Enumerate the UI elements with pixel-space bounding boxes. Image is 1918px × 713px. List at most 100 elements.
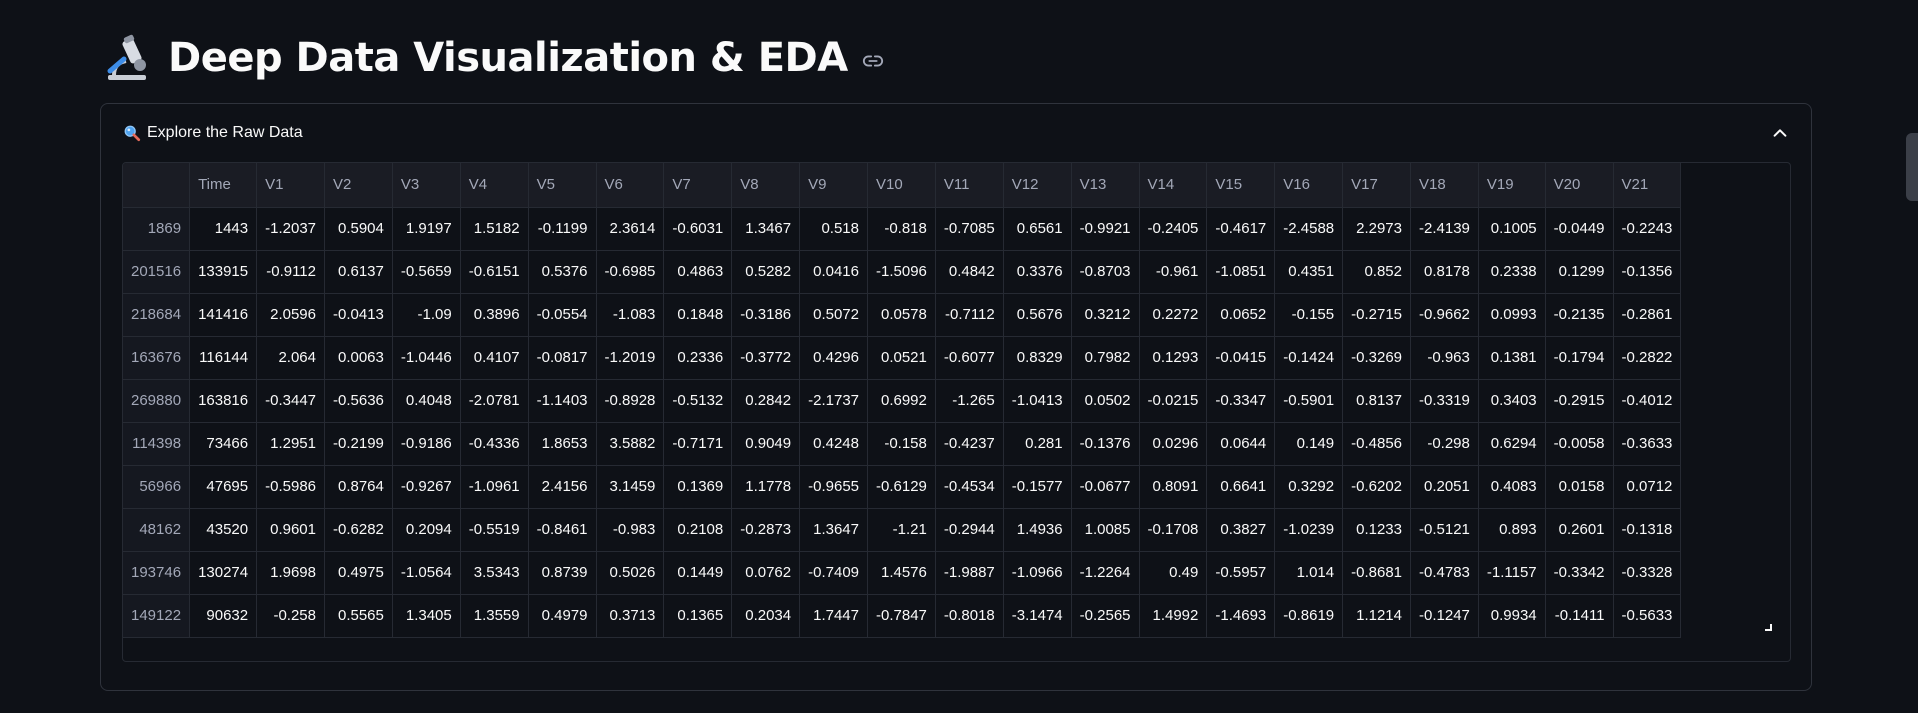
table-cell[interactable]: 0.9934 [1478,594,1546,638]
table-cell[interactable]: 1.9197 [392,207,461,251]
table-cell[interactable]: 0.3292 [1274,465,1344,509]
table-cell[interactable]: 0.6992 [867,379,936,423]
table-cell[interactable]: 0.2051 [1410,465,1479,509]
table-cell[interactable]: -0.2405 [1139,207,1208,251]
table-cell[interactable]: -0.4534 [935,465,1004,509]
table-cell[interactable]: 0.0521 [867,336,936,380]
table-cell[interactable]: -0.298 [1410,422,1479,466]
table-cell[interactable]: 0.149 [1274,422,1344,466]
table-cell[interactable]: -0.9655 [799,465,868,509]
table-cell[interactable]: -1.0564 [392,551,461,595]
table-cell[interactable]: -0.2565 [1071,594,1140,638]
table-cell[interactable]: 1.0085 [1071,508,1140,552]
column-header[interactable]: V19 [1478,163,1546,208]
table-cell[interactable]: -1.0961 [460,465,529,509]
table-cell[interactable]: 0.6641 [1206,465,1276,509]
table-cell[interactable]: -0.7409 [799,551,868,595]
table-cell[interactable]: 0.0158 [1545,465,1614,509]
table-cell[interactable]: 0.5282 [731,250,801,294]
table-cell[interactable]: 141416 [189,293,258,337]
table-cell[interactable]: -0.9267 [392,465,461,509]
table-cell[interactable]: -1.2264 [1071,551,1140,595]
table-cell[interactable]: 0.4842 [935,250,1004,294]
table-cell[interactable]: -1.4693 [1206,594,1276,638]
table-cell[interactable]: 0.281 [1003,422,1072,466]
table-cell[interactable]: -0.4856 [1342,422,1411,466]
table-cell[interactable]: -0.1356 [1613,250,1682,294]
table-cell[interactable]: -0.4617 [1206,207,1276,251]
table-cell[interactable]: -1.2019 [596,336,665,380]
table-cell[interactable]: -1.0966 [1003,551,1072,595]
table-cell[interactable]: -1.0413 [1003,379,1072,423]
table-cell[interactable]: -1.083 [596,293,665,337]
table-cell[interactable]: -0.4336 [460,422,529,466]
row-index[interactable]: 149122 [123,594,191,638]
table-cell[interactable]: 2.0596 [256,293,325,337]
table-cell[interactable]: -0.1247 [1410,594,1479,638]
table-cell[interactable]: 0.7982 [1071,336,1140,380]
table-cell[interactable]: -1.5096 [867,250,936,294]
table-cell[interactable]: 130274 [189,551,258,595]
table-cell[interactable]: 0.4248 [799,422,868,466]
table-cell[interactable]: -0.1708 [1139,508,1208,552]
table-cell[interactable]: -0.6282 [324,508,393,552]
table-cell[interactable]: 0.5376 [528,250,597,294]
table-cell[interactable]: 73466 [189,422,258,466]
table-cell[interactable]: -0.0677 [1071,465,1140,509]
table-cell[interactable]: 0.2034 [731,594,801,638]
table-cell[interactable]: -0.0058 [1545,422,1614,466]
column-header[interactable]: V16 [1274,163,1344,208]
table-cell[interactable]: 0.1381 [1478,336,1546,380]
column-header[interactable]: V18 [1410,163,1479,208]
table-cell[interactable]: -1.9887 [935,551,1004,595]
table-cell[interactable]: -0.6077 [935,336,1004,380]
table-cell[interactable]: 0.4863 [663,250,733,294]
table-cell[interactable]: 0.1848 [663,293,733,337]
table-cell[interactable]: 3.1459 [596,465,665,509]
table-cell[interactable]: 0.8178 [1410,250,1479,294]
table-cell[interactable]: 0.4048 [392,379,461,423]
column-header[interactable]: V10 [867,163,936,208]
column-header[interactable]: V7 [663,163,733,208]
table-cell[interactable]: 1.3405 [392,594,461,638]
table-cell[interactable]: -1.09 [392,293,461,337]
table-cell[interactable]: -0.8461 [528,508,597,552]
table-cell[interactable]: 0.4979 [528,594,597,638]
table-cell[interactable]: -0.0449 [1545,207,1614,251]
column-header[interactable]: V11 [935,163,1004,208]
table-cell[interactable]: 0.5026 [596,551,665,595]
table-cell[interactable]: -0.1577 [1003,465,1072,509]
table-cell[interactable]: -0.5659 [392,250,461,294]
table-cell[interactable]: 0.6294 [1478,422,1546,466]
table-cell[interactable]: -0.2243 [1613,207,1682,251]
table-cell[interactable]: 0.0993 [1478,293,1546,337]
table-cell[interactable]: 0.3403 [1478,379,1546,423]
table-cell[interactable]: -0.158 [867,422,936,466]
row-index[interactable]: 218684 [123,293,191,337]
table-cell[interactable]: 0.2338 [1478,250,1546,294]
table-cell[interactable]: -0.0415 [1206,336,1276,380]
table-cell[interactable]: 0.518 [799,207,868,251]
table-cell[interactable]: -0.3328 [1613,551,1682,595]
table-cell[interactable]: -0.1411 [1545,594,1614,638]
row-index[interactable]: 48162 [123,508,191,552]
table-cell[interactable]: -1.21 [867,508,936,552]
table-cell[interactable]: 1.3467 [731,207,801,251]
table-cell[interactable]: 0.8764 [324,465,393,509]
column-header[interactable]: V17 [1342,163,1411,208]
table-cell[interactable]: 0.3827 [1206,508,1276,552]
table-cell[interactable]: -0.5519 [460,508,529,552]
table-cell[interactable]: 0.5676 [1003,293,1072,337]
table-cell[interactable]: -0.3633 [1613,422,1682,466]
table-cell[interactable]: 0.1299 [1545,250,1614,294]
table-cell[interactable]: -0.3447 [256,379,325,423]
table-cell[interactable]: -1.0851 [1206,250,1276,294]
table-cell[interactable]: 0.8137 [1342,379,1411,423]
table-cell[interactable]: 2.3614 [596,207,665,251]
table-cell[interactable]: -0.2822 [1613,336,1682,380]
table-cell[interactable]: 0.0416 [799,250,868,294]
table-cell[interactable]: -0.2873 [731,508,801,552]
table-cell[interactable]: 1.1214 [1342,594,1411,638]
table-cell[interactable]: -0.3269 [1342,336,1411,380]
link-icon[interactable] [862,50,884,72]
